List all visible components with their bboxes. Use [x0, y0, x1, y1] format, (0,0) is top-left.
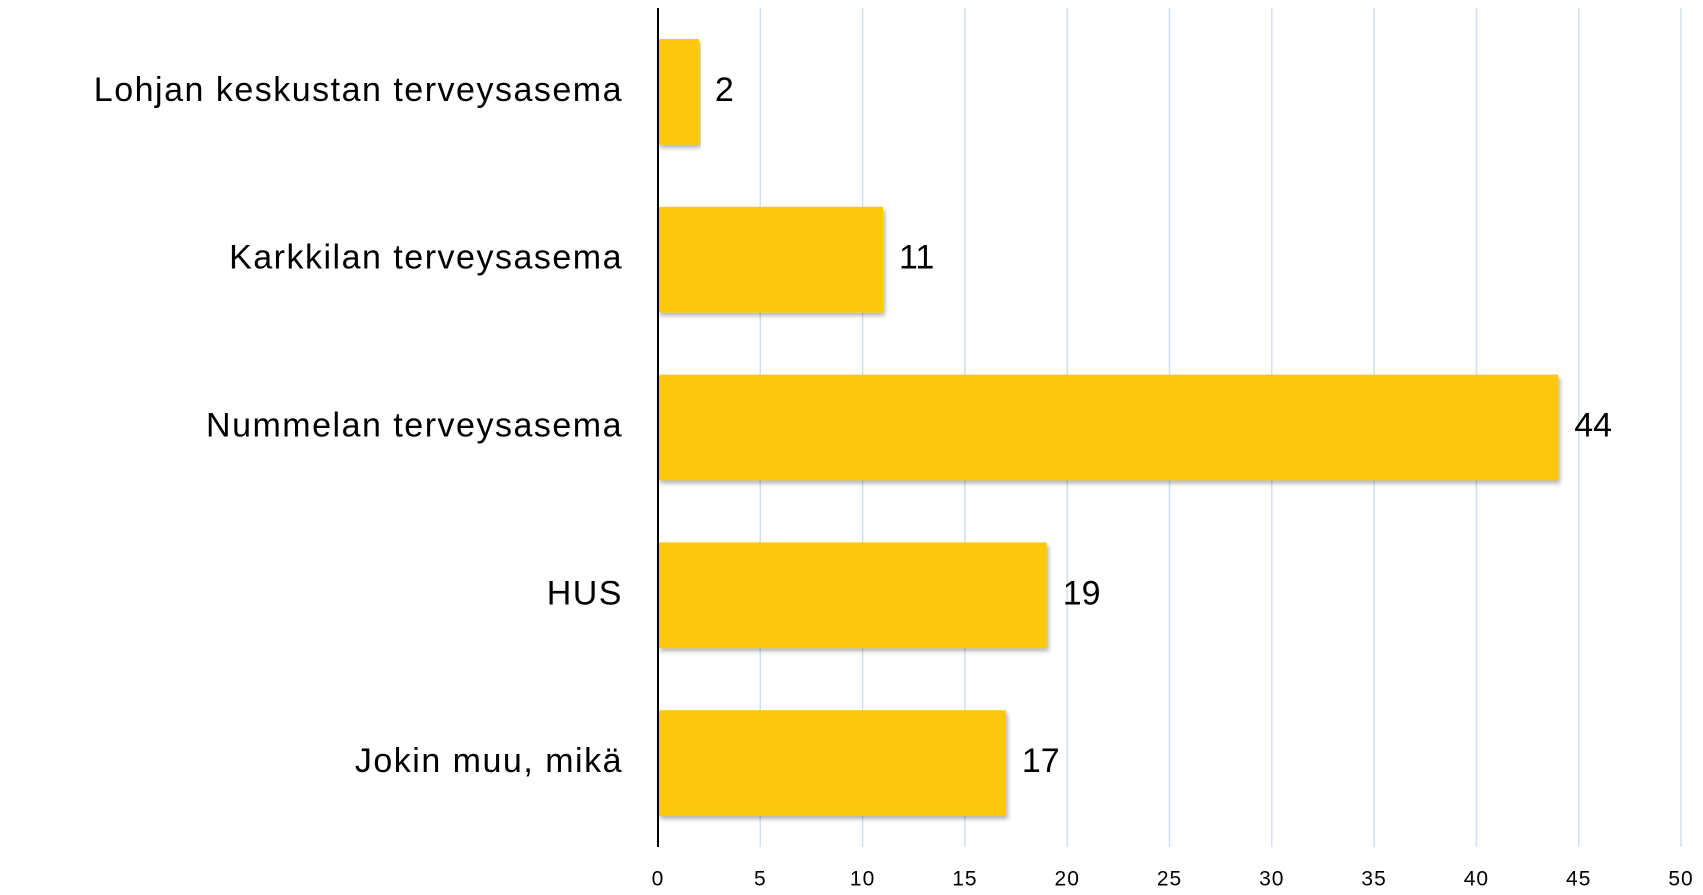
bar: [658, 206, 884, 313]
value-label: 17: [1022, 742, 1060, 780]
y-tick-label: Nummelan terveysasema: [206, 406, 623, 444]
value-label: 44: [1574, 406, 1612, 444]
bar: [658, 374, 1559, 481]
value-label: 2: [715, 71, 734, 109]
value-label: 19: [1063, 574, 1101, 612]
bar: [658, 39, 699, 145]
value-label: 11: [899, 239, 934, 277]
y-tick-label: Karkkilan terveysasema: [229, 239, 623, 277]
x-tick-label: 50: [1668, 868, 1693, 891]
x-tick-label: 30: [1259, 868, 1284, 891]
x-tick-label: 45: [1566, 868, 1591, 891]
x-tick-label: 10: [850, 868, 875, 891]
x-tick-label: 35: [1361, 868, 1386, 891]
y-tick-label: HUS: [547, 574, 623, 612]
x-tick-label: 20: [1055, 868, 1080, 891]
x-tick-label: 25: [1157, 868, 1182, 891]
x-tick-label: 40: [1464, 868, 1489, 891]
y-tick-label: Jokin muu, mikä: [355, 742, 623, 780]
x-tick-label: 15: [952, 868, 977, 891]
x-tick-label: 5: [754, 868, 767, 891]
x-tick-label: 0: [652, 868, 665, 891]
bar: [658, 710, 1006, 816]
y-tick-label: Lohjan keskustan terveysasema: [94, 71, 623, 109]
bar: [658, 542, 1047, 649]
